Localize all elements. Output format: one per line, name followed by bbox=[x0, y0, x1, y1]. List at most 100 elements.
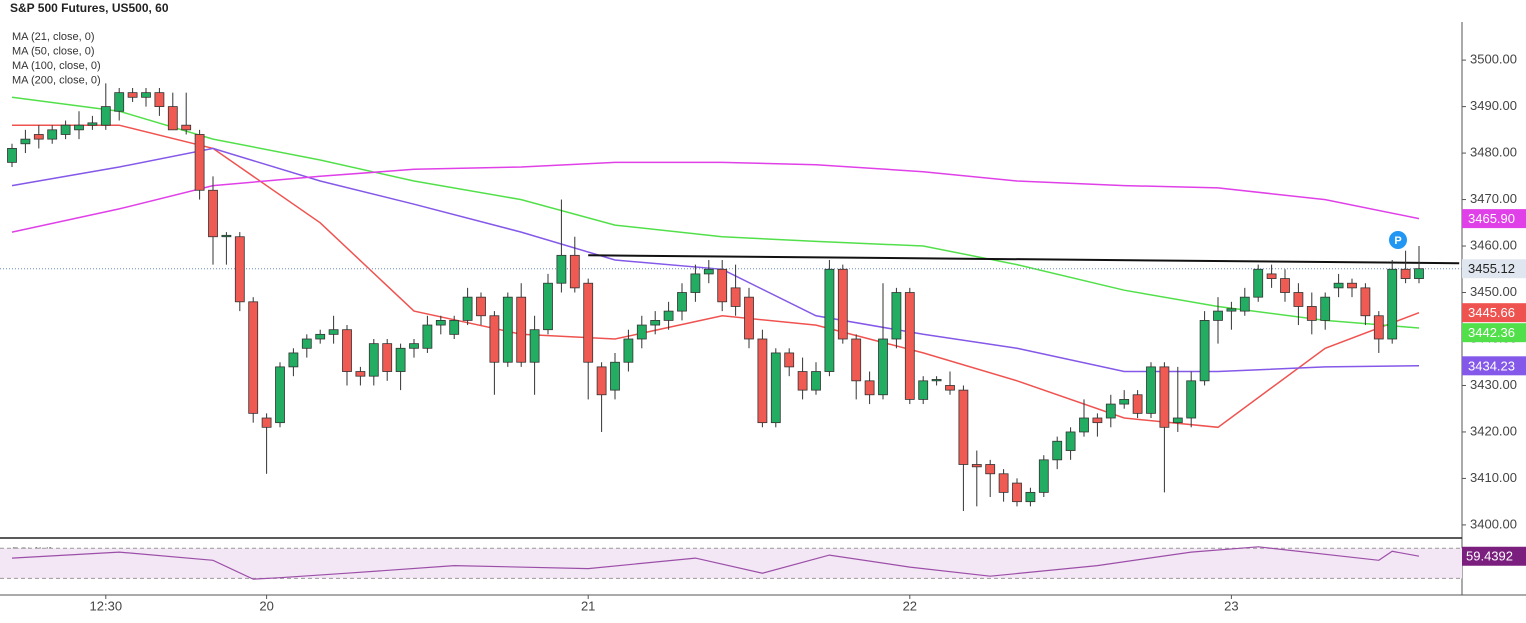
candle-body bbox=[74, 124, 84, 131]
price-label-box bbox=[1462, 356, 1526, 376]
candle-body bbox=[636, 324, 647, 340]
candle-body bbox=[502, 296, 513, 363]
alert-icon: P bbox=[1389, 231, 1407, 249]
candle-body bbox=[141, 92, 151, 98]
candle-body bbox=[20, 138, 31, 145]
y-tick-label: 3450.00 bbox=[1470, 284, 1517, 299]
candle-body bbox=[1012, 482, 1022, 503]
candle-body bbox=[1199, 320, 1210, 382]
price-label-box bbox=[1462, 209, 1526, 229]
candle-body bbox=[194, 134, 205, 191]
candle-body bbox=[1052, 440, 1063, 461]
candle-body bbox=[288, 352, 299, 368]
candle-body bbox=[47, 129, 58, 140]
candle-body bbox=[127, 92, 138, 98]
candle-body bbox=[543, 282, 553, 331]
price-label: 3434.23 bbox=[1468, 358, 1515, 373]
y-tick-label: 3470.00 bbox=[1470, 191, 1517, 206]
candle-body bbox=[60, 124, 71, 135]
price-label-box bbox=[1462, 303, 1526, 323]
candle-body bbox=[757, 338, 768, 424]
candle-body bbox=[1293, 292, 1304, 307]
line bbox=[11, 546, 1420, 580]
y-tick-label: 3410.00 bbox=[1470, 470, 1517, 485]
candle-body bbox=[690, 273, 701, 293]
candle-body bbox=[221, 234, 232, 238]
candle-body bbox=[677, 292, 687, 312]
candle-body bbox=[1092, 417, 1103, 424]
candle-body bbox=[355, 371, 366, 377]
line bbox=[11, 96, 1420, 329]
candle-body bbox=[1333, 282, 1344, 289]
y-tick-label: 3400.00 bbox=[1470, 516, 1517, 531]
x-tick-label: 23 bbox=[1224, 598, 1238, 613]
candle-body bbox=[462, 296, 473, 321]
candle-body bbox=[328, 329, 339, 335]
candle-body bbox=[1119, 399, 1130, 405]
candle-body bbox=[1414, 268, 1424, 279]
candle-body bbox=[971, 464, 982, 468]
candle-body bbox=[167, 106, 178, 131]
candle-body bbox=[449, 320, 460, 335]
candle-body bbox=[248, 301, 259, 414]
x-tick-label: 12:30 bbox=[90, 598, 123, 613]
candle-body bbox=[422, 324, 433, 349]
price-label-box bbox=[1462, 259, 1526, 279]
y-tick-label: 3420.00 bbox=[1470, 423, 1517, 438]
candle-body bbox=[1253, 268, 1264, 298]
candle-body bbox=[315, 333, 326, 340]
candle-body bbox=[824, 268, 835, 372]
candle-body bbox=[1186, 380, 1197, 419]
price-label: 3442.36 bbox=[1468, 325, 1515, 340]
candle-body bbox=[368, 343, 379, 377]
candle-body bbox=[945, 385, 955, 391]
x-tick-label: 20 bbox=[259, 598, 273, 613]
price-label: 3465.90 bbox=[1468, 211, 1515, 226]
candle-body bbox=[770, 352, 781, 424]
rsi-value-label: 59.4392 bbox=[1466, 549, 1513, 564]
candle-body bbox=[797, 371, 808, 391]
candle-body bbox=[1387, 268, 1398, 340]
candle-body bbox=[1373, 315, 1384, 340]
price-label: 3455.12 bbox=[1468, 261, 1515, 276]
candle-body bbox=[784, 352, 795, 368]
candle-body bbox=[556, 254, 567, 284]
svg-text:P: P bbox=[1394, 235, 1401, 247]
candle-body bbox=[476, 296, 486, 317]
rsi-band bbox=[0, 548, 1462, 579]
candle-body bbox=[1105, 403, 1116, 419]
candle-body bbox=[87, 122, 98, 126]
candle-body bbox=[234, 236, 245, 303]
candle-body bbox=[1025, 491, 1036, 503]
candle-body bbox=[663, 310, 674, 321]
line bbox=[588, 254, 1460, 265]
candle-body bbox=[623, 338, 634, 363]
candle-body bbox=[1079, 417, 1089, 433]
price-label-box bbox=[1462, 323, 1526, 343]
candle-body bbox=[998, 473, 1009, 493]
legend-entry: MA (21, close, 0) bbox=[12, 31, 95, 43]
candle-body bbox=[717, 268, 728, 303]
candle-body bbox=[891, 292, 902, 340]
candle-body bbox=[837, 268, 848, 340]
candle-body bbox=[1146, 366, 1156, 414]
candle-body bbox=[1213, 310, 1223, 321]
candle-body bbox=[395, 347, 406, 372]
y-tick-label: 3500.00 bbox=[1470, 52, 1517, 67]
candle-body bbox=[650, 320, 661, 326]
candle-body bbox=[931, 379, 942, 382]
candle-body bbox=[730, 287, 741, 307]
candle-body bbox=[811, 371, 821, 391]
candle-body bbox=[1320, 296, 1331, 321]
y-tick-label: 3480.00 bbox=[1470, 145, 1517, 160]
y-tick-label: 3460.00 bbox=[1470, 237, 1517, 252]
candle-body bbox=[208, 189, 218, 238]
candle-body bbox=[529, 329, 540, 363]
candle-body bbox=[100, 106, 111, 126]
candle-body bbox=[261, 417, 272, 428]
candle-body bbox=[1360, 287, 1371, 317]
candle-body bbox=[516, 296, 527, 363]
candle-body bbox=[7, 148, 17, 163]
